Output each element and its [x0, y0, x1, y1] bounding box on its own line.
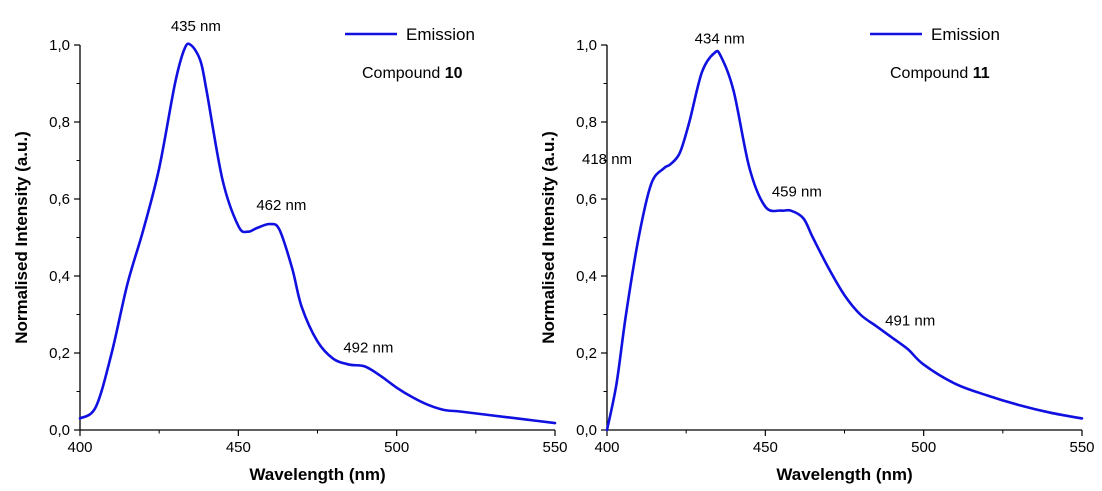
peak-annotation: 491 nm [885, 313, 935, 330]
x-tick-label: 400 [594, 439, 619, 456]
y-tick-label: 0,6 [576, 191, 597, 208]
y-tick-label: 0,2 [49, 345, 70, 362]
series-line-emission [78, 42, 557, 425]
peak-annotation: 492 nm [343, 339, 393, 356]
x-tick-label: 450 [226, 439, 251, 456]
y-tick-label: 0,6 [49, 191, 70, 208]
compound-prefix: Compound [890, 65, 973, 82]
peak-annotation: 435 nm [171, 18, 221, 35]
compound-label: Compound 11 [890, 65, 990, 82]
peak-annotation: 459 nm [772, 184, 822, 201]
y-tick-label: 0,4 [49, 268, 70, 285]
legend-label: Emission [406, 25, 475, 44]
y-tick-label: 1,0 [576, 37, 597, 54]
y-axis-title: Normalised Intensity (a.u.) [12, 131, 31, 344]
x-axis-title: Wavelength (nm) [776, 465, 912, 484]
y-tick-label: 0,8 [576, 114, 597, 131]
y-tick-label: 0,4 [576, 268, 597, 285]
y-tick-label: 1,0 [49, 37, 70, 54]
compound-label: Compound 10 [362, 65, 463, 82]
x-tick-label: 550 [1069, 439, 1094, 456]
series-line-emission [605, 49, 1084, 432]
chart-panel-1: 400 450 500 550 0,0 0,2 0,4 0,6 0,8 1,0 Wavelength… [12, 18, 568, 484]
y-tick-label: 0,2 [576, 345, 597, 362]
y-axis-title: Normalised Intensity (a.u.) [539, 131, 558, 344]
chart-panel-2: 400 450 500 550 0,0 0,2 0,4 0,6 0,8 1,0 Wavelength… [539, 25, 1095, 484]
peak-annotation: 462 nm [256, 197, 306, 214]
legend-label: Emission [931, 25, 1000, 44]
x-tick-label: 400 [67, 439, 92, 456]
y-tick-label: 0,0 [49, 422, 70, 439]
compound-number: 10 [445, 65, 463, 82]
x-tick-label: 500 [911, 439, 936, 456]
y-tick-label: 0,8 [49, 114, 70, 131]
compound-prefix: Compound [362, 65, 445, 82]
x-tick-label: 450 [753, 439, 778, 456]
y-tick-label: 0,0 [576, 422, 597, 439]
x-tick-label: 500 [384, 439, 409, 456]
peak-annotation: 434 nm [695, 31, 745, 48]
x-tick-label: 550 [542, 439, 567, 456]
x-axis-title: Wavelength (nm) [249, 465, 385, 484]
peak-annotation: 418 nm [582, 151, 632, 168]
compound-number: 11 [973, 65, 990, 82]
